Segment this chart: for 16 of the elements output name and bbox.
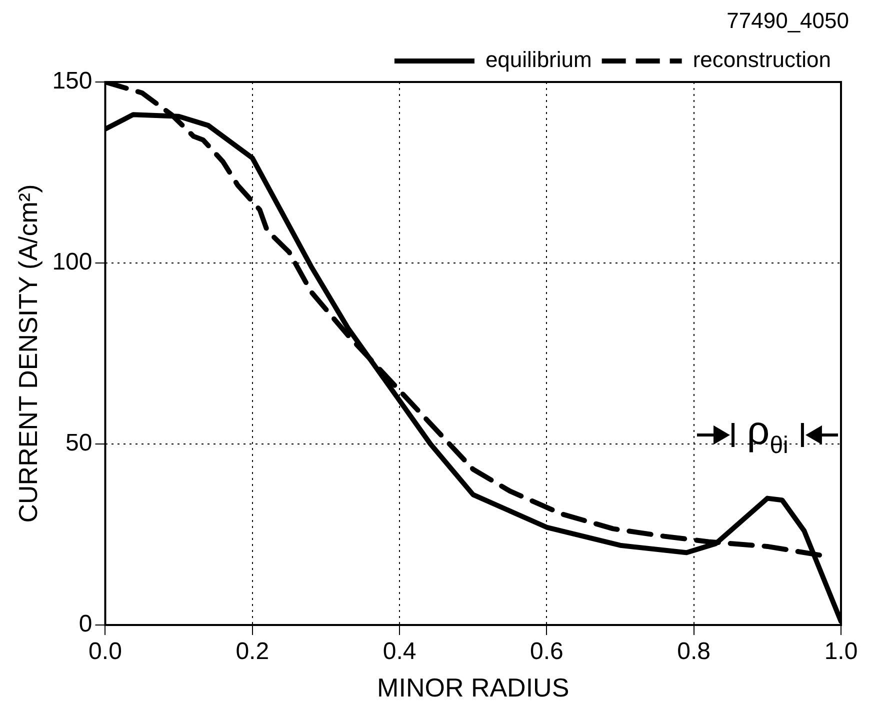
text: 77490_4050 bbox=[726, 8, 849, 34]
annotation: ρ$_{θi}$ bbox=[746, 409, 788, 460]
x-tick-label: 0.2 bbox=[236, 638, 270, 666]
x-tick-label: 0.4 bbox=[382, 638, 416, 666]
y-tick-label: 150 bbox=[52, 68, 92, 95]
x-tick-label: 0.6 bbox=[530, 638, 564, 666]
x-tick-label: 0.0 bbox=[88, 638, 122, 666]
y-tick-label: 0 bbox=[78, 610, 92, 638]
y-tick-label: 100 bbox=[52, 248, 92, 276]
y-axis-title: CURRENT DENSITY (A/cm²) bbox=[12, 184, 43, 523]
legend-label: reconstruction bbox=[692, 47, 832, 72]
x-axis-title: MINOR RADIUS bbox=[377, 672, 570, 703]
legend-label: equilibrium bbox=[485, 47, 592, 72]
y-tick-label: 50 bbox=[66, 430, 92, 457]
x-tick-label: 0.8 bbox=[677, 638, 711, 666]
x-tick-label: 1.0 bbox=[824, 638, 858, 666]
